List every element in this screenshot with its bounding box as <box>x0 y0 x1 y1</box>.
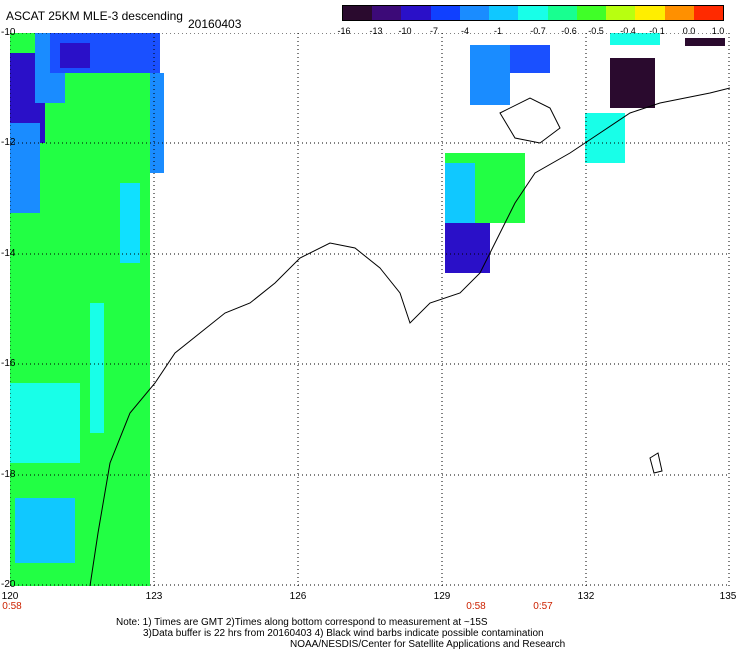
colorbar-swatch <box>693 6 724 20</box>
lat-label: -12 <box>1 137 16 148</box>
footnote-line: Note: 1) Times are GMT 2)Times along bot… <box>116 617 488 628</box>
wind-data-swath-west <box>10 33 164 586</box>
colorbar-swatch <box>664 6 694 20</box>
colorbar <box>342 5 724 21</box>
colorbar-label: -10 <box>398 26 412 36</box>
lon-label: 126 <box>289 591 307 602</box>
lat-label: -18 <box>1 469 16 480</box>
lat-label: -14 <box>1 248 16 259</box>
coastline-island-north <box>499 97 561 144</box>
product-title: ASCAT 25KM MLE-3 descending <box>6 9 183 23</box>
colorbar-swatch <box>430 6 460 20</box>
colorbar-swatch <box>635 6 665 20</box>
lon-label: 132 <box>577 591 595 602</box>
colorbar-label: 1.0 <box>711 26 725 36</box>
coastline-island-east <box>649 452 663 474</box>
lon-label: 129 <box>433 591 451 602</box>
colorbar-label: -0.7 <box>530 26 546 36</box>
colorbar-swatch <box>372 6 402 20</box>
time-label: 0:58 <box>466 601 486 612</box>
colorbar-swatch <box>518 6 548 20</box>
colorbar-labels: -16 -13 -10 -7 -4 -1 -0.7 -0.6 -0.5 -0.4… <box>330 26 740 38</box>
colorbar-label: -7 <box>429 26 439 36</box>
footnote-line: 3)Data buffer is 22 hrs from 20160403 4)… <box>143 628 544 639</box>
lon-label: 135 <box>719 591 737 602</box>
colorbar-swatch <box>459 6 490 20</box>
lat-label: -16 <box>1 358 16 369</box>
coastline-western-australia <box>89 87 730 586</box>
time-label: 0:57 <box>533 601 553 612</box>
colorbar-swatch <box>343 6 373 20</box>
lon-label: 123 <box>145 591 163 602</box>
time-label: 0:58 <box>2 601 22 612</box>
map-grid <box>10 33 730 586</box>
lat-label: -10 <box>1 27 16 38</box>
map-panel <box>10 33 730 586</box>
colorbar-label: -4 <box>460 26 470 36</box>
colorbar-swatch <box>401 6 431 20</box>
colorbar-label: -0.6 <box>561 26 577 36</box>
colorbar-label: -1 <box>493 26 503 36</box>
wind-data-swath-east <box>445 33 725 273</box>
colorbar-swatch <box>547 6 577 20</box>
lat-label: -20 <box>1 579 16 590</box>
colorbar-swatch <box>606 6 636 20</box>
colorbar-label: -16 <box>337 26 351 36</box>
colorbar-label: -0.4 <box>620 26 636 36</box>
colorbar-swatch <box>489 6 519 20</box>
footnote-line: NOAA/NESDIS/Center for Satellite Applica… <box>290 639 566 650</box>
colorbar-label: -13 <box>369 26 383 36</box>
colorbar-label: 0.0 <box>682 26 696 36</box>
colorbar-label: -0.5 <box>588 26 604 36</box>
colorbar-swatch <box>576 6 607 20</box>
lon-label: 120 <box>1 591 19 602</box>
product-date: 20160403 <box>188 17 242 31</box>
colorbar-label: -0.1 <box>649 26 665 36</box>
